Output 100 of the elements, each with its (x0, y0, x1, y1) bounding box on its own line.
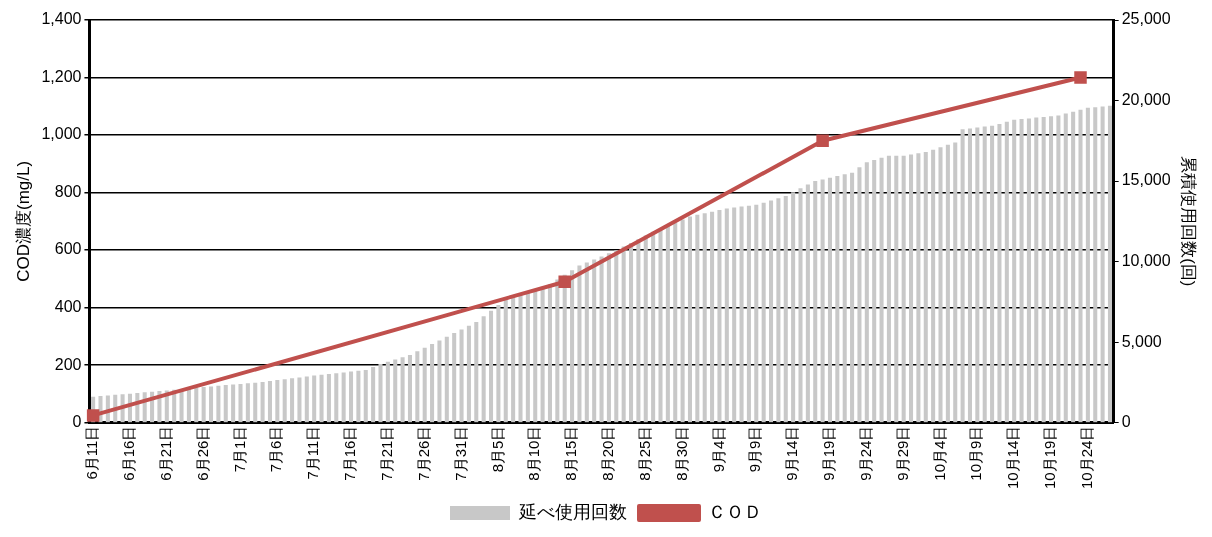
x-tick-label: 6月11日 (83, 425, 101, 480)
bar (466, 325, 471, 423)
bar (710, 211, 715, 423)
bar (945, 144, 950, 423)
x-tick-label: 7月16日 (341, 425, 359, 481)
bar (201, 387, 206, 423)
bar (393, 359, 398, 423)
bar (304, 376, 309, 423)
y-tick-label: 400 (54, 298, 82, 315)
bar (813, 181, 818, 423)
y2-tick-label: 15,000 (1121, 171, 1171, 189)
bar (997, 123, 1002, 423)
bar (489, 310, 494, 423)
x-tick-label: 9月19日 (820, 425, 838, 481)
bar (592, 259, 597, 423)
bar (363, 369, 368, 423)
point (1074, 71, 1087, 84)
y-tick-label: 0 (72, 413, 82, 431)
y-tick-label: 800 (54, 182, 82, 200)
bar (1078, 109, 1083, 423)
bar (186, 388, 191, 423)
bar (1026, 118, 1031, 423)
x-tick-label: 8月10日 (525, 425, 543, 481)
bar (312, 375, 317, 423)
bar (1004, 121, 1009, 423)
bar (430, 344, 435, 423)
bar (231, 384, 236, 423)
bar (474, 321, 479, 423)
bar (452, 333, 457, 423)
bar (732, 207, 737, 423)
y2-tick-label: 5,000 (1121, 332, 1162, 350)
x-tick-label: 7月11日 (304, 425, 322, 480)
x-tick-label: 9月4日 (709, 425, 727, 473)
x-tick-label: 6月16日 (120, 425, 138, 481)
bar (673, 222, 678, 423)
bar (967, 128, 972, 423)
bar (1034, 117, 1039, 423)
bar (857, 167, 862, 423)
bar (599, 256, 604, 423)
bar (938, 147, 943, 423)
x-tick-label: 8月30日 (672, 425, 690, 481)
bar (798, 188, 803, 423)
x-tick-label: 7月1日 (230, 425, 248, 473)
bar (459, 329, 464, 423)
bar (267, 380, 272, 423)
bar (916, 153, 921, 423)
x-tick-label: 6月26日 (193, 425, 211, 481)
bar (702, 213, 707, 423)
bar (835, 176, 840, 423)
bar (378, 364, 383, 423)
bar (687, 216, 692, 423)
x-tick-label: 10月14日 (1004, 425, 1022, 490)
bar (982, 126, 987, 423)
bar (1019, 119, 1024, 423)
x-tick-label: 10月9日 (967, 425, 985, 481)
bar (208, 386, 214, 423)
bar (356, 370, 361, 423)
point (558, 275, 571, 288)
bar (577, 265, 582, 423)
x-tick-label: 8月25日 (635, 425, 653, 481)
bar (260, 381, 265, 423)
bar (584, 262, 589, 423)
y-tick-label: 1,000 (41, 125, 82, 143)
bar (827, 177, 832, 423)
x-tick-label: 6月21日 (156, 425, 174, 481)
x-tick-label: 9月24日 (856, 425, 874, 481)
bar (525, 291, 530, 423)
bar (503, 299, 508, 423)
bar (606, 253, 611, 423)
legend-label: ＣＯＤ (708, 501, 762, 522)
x-tick-label: 10月19日 (1041, 425, 1059, 490)
bar (1071, 111, 1076, 423)
bar (1056, 115, 1061, 423)
point (86, 409, 100, 422)
bar (621, 246, 626, 423)
y-axis-title: COD濃度(mg/L) (13, 160, 33, 282)
bar (783, 196, 788, 423)
bar (437, 340, 442, 423)
x-tick-label: 8月15日 (562, 425, 580, 481)
bar (791, 192, 796, 423)
bar (717, 210, 722, 423)
y-tick-label: 1,200 (41, 67, 82, 85)
bar (629, 242, 634, 423)
y2-tick-label: 0 (1121, 413, 1131, 431)
bar (1093, 107, 1098, 423)
bar (842, 174, 847, 423)
bar (864, 162, 869, 423)
x-tick-label: 9月29日 (893, 425, 911, 481)
bar (724, 208, 729, 423)
bar (975, 127, 980, 423)
bar (820, 179, 825, 423)
bar (695, 214, 700, 423)
bar (776, 198, 781, 423)
bar (326, 373, 331, 423)
bar (371, 367, 376, 423)
bar (739, 206, 744, 423)
bar (400, 357, 405, 423)
bar (511, 296, 516, 423)
bar (533, 289, 538, 423)
bar (1041, 116, 1046, 423)
